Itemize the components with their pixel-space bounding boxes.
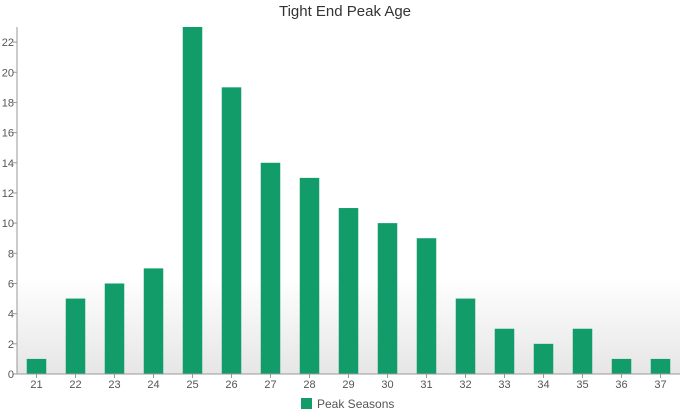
x-tick-label: 37 bbox=[654, 379, 666, 391]
x-tick-label: 35 bbox=[576, 379, 588, 391]
bar-36[interactable] bbox=[611, 358, 632, 374]
x-tick-label: 31 bbox=[420, 379, 432, 391]
bar-26[interactable] bbox=[221, 87, 242, 374]
y-tick-label: 20 bbox=[2, 67, 14, 79]
legend-swatch bbox=[301, 398, 312, 409]
x-tick-label: 21 bbox=[30, 379, 42, 391]
bar-25[interactable] bbox=[182, 27, 203, 374]
y-tick-label: 8 bbox=[8, 248, 14, 260]
y-tick-label: 10 bbox=[2, 218, 14, 230]
bars-layer bbox=[26, 27, 671, 374]
y-tick-label: 4 bbox=[8, 309, 14, 321]
x-axis-ticks: 21 22 23 24 25 26 27 28 29 30 31 32 33 34 35 36 37 bbox=[30, 374, 667, 391]
x-tick-label: 32 bbox=[459, 379, 471, 391]
bar-32[interactable] bbox=[455, 298, 476, 374]
bar-23[interactable] bbox=[104, 283, 125, 374]
x-tick-label: 34 bbox=[537, 379, 549, 391]
x-tick-label: 28 bbox=[303, 379, 315, 391]
y-axis-ticks: 0 2 4 6 8 10 12 14 16 18 20 22 bbox=[2, 37, 17, 381]
x-tick-label: 36 bbox=[615, 379, 627, 391]
x-tick-label: 25 bbox=[186, 379, 198, 391]
x-tick-label: 23 bbox=[108, 379, 120, 391]
bar-29[interactable] bbox=[338, 208, 359, 374]
legend-label: Peak Seasons bbox=[317, 397, 394, 411]
chart-title: Tight End Peak Age bbox=[279, 3, 411, 20]
bar-35[interactable] bbox=[572, 328, 593, 374]
y-tick-label: 14 bbox=[2, 158, 14, 170]
bar-22[interactable] bbox=[65, 298, 86, 374]
y-tick-label: 2 bbox=[8, 339, 14, 351]
x-tick-label: 24 bbox=[147, 379, 159, 391]
y-tick-label: 6 bbox=[8, 278, 14, 290]
bar-21[interactable] bbox=[26, 358, 47, 374]
x-tick-label: 30 bbox=[381, 379, 393, 391]
y-tick-label: 12 bbox=[2, 188, 14, 200]
y-tick-label: 0 bbox=[8, 369, 14, 381]
bar-24[interactable] bbox=[143, 268, 164, 374]
x-tick-label: 33 bbox=[498, 379, 510, 391]
x-tick-label: 29 bbox=[342, 379, 354, 391]
bar-31[interactable] bbox=[416, 238, 437, 374]
y-tick-label: 16 bbox=[2, 128, 14, 140]
bar-37[interactable] bbox=[650, 358, 671, 374]
y-tick-label: 18 bbox=[2, 97, 14, 109]
bar-33[interactable] bbox=[494, 328, 515, 374]
x-tick-label: 22 bbox=[69, 379, 81, 391]
bar-34[interactable] bbox=[533, 343, 554, 374]
x-tick-label: 27 bbox=[264, 379, 276, 391]
legend[interactable]: Peak Seasons bbox=[301, 397, 394, 411]
y-tick-label: 22 bbox=[2, 37, 14, 49]
bar-27[interactable] bbox=[260, 162, 281, 374]
bar-28[interactable] bbox=[299, 177, 320, 374]
x-tick-label: 26 bbox=[225, 379, 237, 391]
bar-30[interactable] bbox=[377, 223, 398, 374]
